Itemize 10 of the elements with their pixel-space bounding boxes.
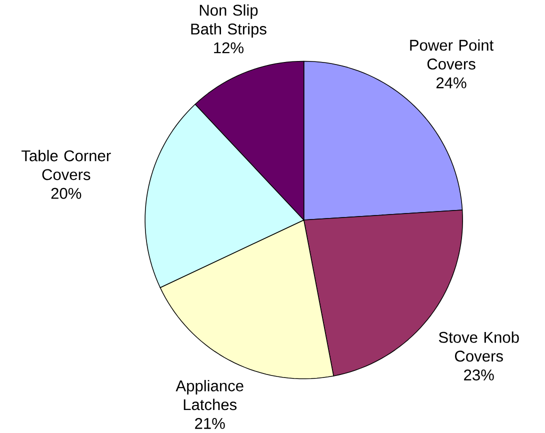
data-label: 21% [195, 418, 225, 429]
slice-label: Stove Knob Covers [438, 331, 519, 362]
slice-label: Appliance Latches [176, 380, 244, 410]
data-label: 20% [51, 188, 82, 199]
data-label: 23% [464, 369, 494, 380]
data-label: 12% [214, 42, 244, 54]
slice-label: Power Point Covers [410, 39, 494, 70]
slice-label: Table Corner Covers [22, 150, 111, 180]
data-label: 24% [436, 77, 466, 88]
slice-label: Non Slip Bath Strips [191, 4, 266, 38]
